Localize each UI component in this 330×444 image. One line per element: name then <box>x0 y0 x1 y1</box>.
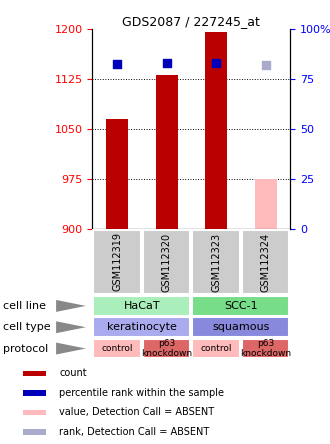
Text: p63
knockdown: p63 knockdown <box>141 339 192 358</box>
Bar <box>143 230 190 294</box>
Point <box>214 60 219 67</box>
Bar <box>155 75 178 229</box>
Bar <box>22 429 46 435</box>
Point <box>115 60 120 67</box>
Text: keratinocyte: keratinocyte <box>107 322 177 332</box>
Point <box>263 62 268 69</box>
Bar <box>93 230 141 294</box>
Text: percentile rank within the sample: percentile rank within the sample <box>59 388 224 398</box>
Text: count: count <box>59 369 87 378</box>
Bar <box>93 339 141 358</box>
Point <box>164 60 169 67</box>
Bar <box>93 317 190 337</box>
Bar <box>22 371 46 376</box>
Text: GSM112323: GSM112323 <box>211 232 221 292</box>
Text: cell type: cell type <box>3 322 51 332</box>
Bar <box>192 230 240 294</box>
Text: value, Detection Call = ABSENT: value, Detection Call = ABSENT <box>59 408 214 417</box>
Text: control: control <box>200 344 232 353</box>
Text: GSM112320: GSM112320 <box>162 232 172 292</box>
Bar <box>254 178 277 229</box>
Bar <box>242 339 289 358</box>
Bar <box>192 296 289 316</box>
Bar <box>93 296 190 316</box>
Polygon shape <box>56 343 86 354</box>
Title: GDS2087 / 227245_at: GDS2087 / 227245_at <box>122 15 260 28</box>
Text: GSM112324: GSM112324 <box>261 232 271 292</box>
Text: HaCaT: HaCaT <box>124 301 160 311</box>
Bar <box>205 32 227 229</box>
Bar <box>106 119 128 229</box>
Text: p63
knockdown: p63 knockdown <box>240 339 291 358</box>
Text: SCC-1: SCC-1 <box>224 301 258 311</box>
Polygon shape <box>56 321 86 333</box>
Bar <box>22 410 46 415</box>
Bar <box>143 339 190 358</box>
Text: cell line: cell line <box>3 301 46 311</box>
Polygon shape <box>56 300 86 312</box>
Bar <box>242 230 289 294</box>
Text: rank, Detection Call = ABSENT: rank, Detection Call = ABSENT <box>59 427 209 437</box>
Bar <box>192 317 289 337</box>
Text: control: control <box>101 344 133 353</box>
Bar <box>192 339 240 358</box>
Text: protocol: protocol <box>3 344 49 353</box>
Text: GSM112319: GSM112319 <box>112 233 122 291</box>
Bar <box>22 390 46 396</box>
Text: squamous: squamous <box>212 322 270 332</box>
